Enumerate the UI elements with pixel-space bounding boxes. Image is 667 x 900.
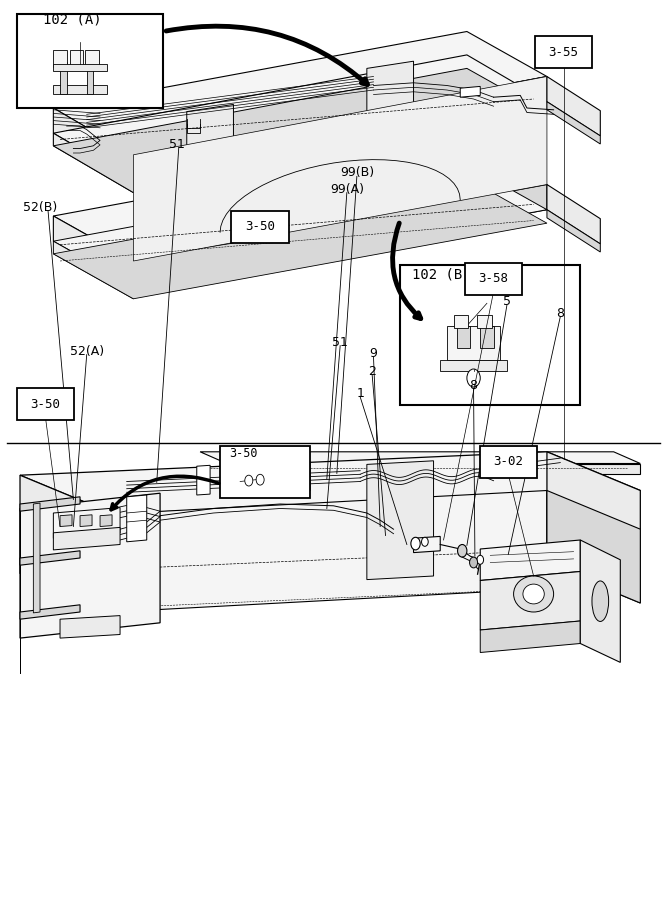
Polygon shape [480,621,580,652]
Polygon shape [480,326,494,348]
Circle shape [470,557,478,568]
Polygon shape [60,515,72,526]
Circle shape [256,474,264,485]
Polygon shape [187,104,233,250]
Polygon shape [547,452,640,603]
Circle shape [411,537,420,550]
Polygon shape [480,540,580,580]
Bar [454,315,468,328]
Polygon shape [20,551,80,565]
FancyBboxPatch shape [535,36,592,68]
Polygon shape [480,572,580,630]
Text: 8: 8 [556,307,564,320]
Polygon shape [53,178,547,299]
Polygon shape [20,605,80,619]
Text: 102 (B): 102 (B) [412,267,471,281]
Polygon shape [580,540,620,662]
Polygon shape [53,133,133,193]
FancyBboxPatch shape [465,263,522,295]
Polygon shape [457,326,470,348]
Bar [477,315,492,328]
Bar [70,50,83,67]
Ellipse shape [523,584,544,604]
Text: 99(A): 99(A) [330,183,364,195]
Text: 9: 9 [370,347,378,360]
Ellipse shape [514,576,554,612]
Circle shape [245,475,253,486]
Polygon shape [127,495,147,542]
Polygon shape [80,515,92,526]
Polygon shape [133,184,547,286]
Polygon shape [53,108,133,180]
Polygon shape [113,491,547,612]
Circle shape [477,555,484,564]
Polygon shape [87,62,93,94]
Polygon shape [367,461,434,580]
Polygon shape [53,55,547,180]
Bar [400,266,580,405]
Polygon shape [547,184,600,244]
Polygon shape [53,241,133,299]
Polygon shape [100,515,112,526]
Polygon shape [53,64,107,71]
Polygon shape [547,76,600,136]
Polygon shape [460,86,480,97]
Polygon shape [133,76,547,180]
Text: 1: 1 [356,387,364,400]
Circle shape [467,369,480,387]
Polygon shape [53,32,547,155]
Bar [85,50,99,67]
Polygon shape [197,465,210,495]
Polygon shape [133,76,547,261]
Text: 102 (A): 102 (A) [43,13,102,26]
Text: 52(B): 52(B) [23,201,57,213]
Text: 52(A): 52(A) [69,345,104,357]
Polygon shape [60,62,67,94]
FancyBboxPatch shape [231,211,289,243]
FancyBboxPatch shape [480,446,537,478]
Polygon shape [547,210,600,252]
Polygon shape [53,140,547,261]
Polygon shape [20,493,160,638]
Circle shape [458,544,467,557]
Ellipse shape [592,581,609,621]
Text: 3-50: 3-50 [31,398,60,410]
Text: 5: 5 [503,295,511,308]
Text: 51: 51 [332,336,348,348]
Circle shape [422,537,428,546]
Polygon shape [367,61,414,207]
Polygon shape [297,462,310,491]
Polygon shape [53,527,120,550]
Text: 8: 8 [470,379,478,392]
Polygon shape [414,536,440,553]
Polygon shape [547,491,640,603]
Text: 3-55: 3-55 [549,46,578,58]
Polygon shape [20,497,80,511]
Polygon shape [60,616,120,638]
Polygon shape [53,68,547,193]
Bar [220,446,310,498]
Polygon shape [227,464,640,474]
FancyBboxPatch shape [17,388,74,420]
Polygon shape [53,508,120,538]
Polygon shape [20,475,113,612]
Text: 3-50: 3-50 [245,220,275,233]
Polygon shape [440,360,507,371]
Polygon shape [53,165,547,286]
Text: 99(B): 99(B) [340,166,374,179]
Bar [17,14,163,108]
Text: 3-50: 3-50 [229,447,257,460]
Polygon shape [53,216,133,286]
Polygon shape [447,326,500,360]
Bar [53,50,67,67]
Polygon shape [547,102,600,144]
Polygon shape [53,85,107,94]
Text: 3-58: 3-58 [479,273,508,285]
Polygon shape [33,503,40,613]
Polygon shape [20,452,640,514]
Polygon shape [200,452,640,464]
Text: 3-02: 3-02 [494,455,523,468]
Text: 2: 2 [368,365,376,378]
Text: 51: 51 [169,138,185,150]
